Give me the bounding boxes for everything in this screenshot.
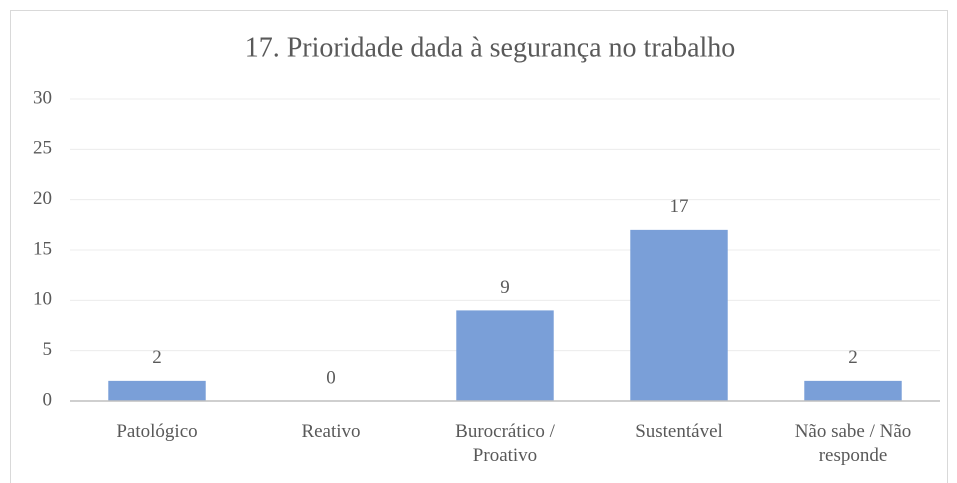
bar — [108, 380, 206, 401]
bar — [630, 229, 728, 401]
y-tick-label: 5 — [43, 339, 53, 360]
x-tick-label: Patológico — [116, 421, 198, 442]
y-tick-label: 30 — [33, 87, 52, 108]
x-tick-label: Burocrático / Proativo — [455, 421, 555, 466]
data-label: 0 — [326, 367, 336, 388]
x-tick-label: Sustentável — [635, 421, 723, 442]
chart-title: 17. Prioridade dada à segurança no traba… — [245, 32, 736, 63]
chart-frame — [10, 10, 948, 483]
y-tick-label: 20 — [33, 188, 52, 209]
x-tick-label: Reativo — [301, 421, 361, 442]
x-tick-label: Não sabe / Não responde — [794, 421, 912, 466]
data-label: 9 — [500, 277, 510, 298]
bar — [456, 310, 554, 401]
bar — [804, 380, 902, 401]
data-label: 2 — [848, 347, 858, 368]
y-tick-label: 10 — [33, 289, 52, 310]
y-tick-label: 0 — [43, 389, 53, 410]
y-tick-label: 15 — [33, 238, 52, 259]
y-tick-label: 25 — [33, 138, 52, 159]
data-label: 2 — [152, 347, 162, 368]
data-label: 17 — [670, 196, 689, 217]
